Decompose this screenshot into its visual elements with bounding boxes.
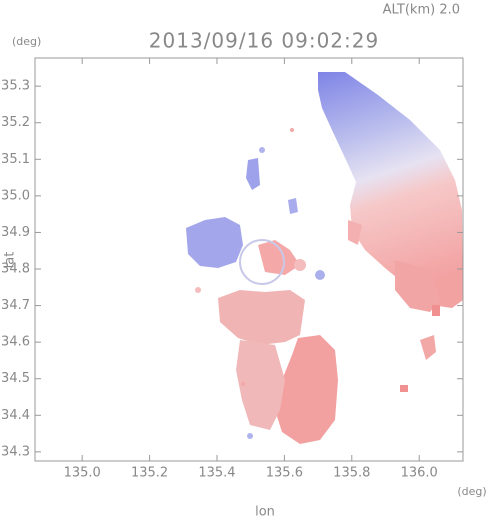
y-tick-label: 34.6 bbox=[1, 335, 30, 350]
y-axis-label: lat bbox=[3, 252, 18, 269]
x-unit: (deg) bbox=[457, 485, 486, 498]
x-tick-label: 135.2 bbox=[131, 466, 168, 481]
y-tick-label: 34.3 bbox=[1, 444, 30, 459]
chart-title: 2013/09/16 09:02:29 bbox=[149, 29, 379, 53]
x-tick-label: 135.6 bbox=[266, 466, 303, 481]
x-tick-label: 136.0 bbox=[401, 466, 438, 481]
x-tick-label: 135.4 bbox=[198, 466, 235, 481]
plot-frame bbox=[34, 57, 464, 462]
y-tick-label: 34.8 bbox=[1, 262, 30, 277]
x-axis-label: lon bbox=[255, 505, 275, 520]
y-tick-label: 34.4 bbox=[1, 408, 30, 423]
y-tick-label: 35.3 bbox=[1, 79, 30, 94]
y-tick-label: 35.0 bbox=[1, 188, 30, 203]
radar-echoes bbox=[186, 72, 463, 444]
y-unit: (deg) bbox=[12, 35, 41, 48]
y-tick-label: 35.1 bbox=[1, 152, 30, 167]
x-tick-label: 135.0 bbox=[64, 466, 101, 481]
y-tick-label: 34.9 bbox=[1, 225, 30, 240]
y-tick-label: 34.7 bbox=[1, 298, 30, 313]
y-tick-label: 35.2 bbox=[1, 115, 30, 130]
y-tick-label: 34.5 bbox=[1, 371, 30, 386]
subtitle: ALT(km) 2.0 bbox=[383, 3, 460, 18]
x-tick-label: 135.8 bbox=[333, 466, 370, 481]
